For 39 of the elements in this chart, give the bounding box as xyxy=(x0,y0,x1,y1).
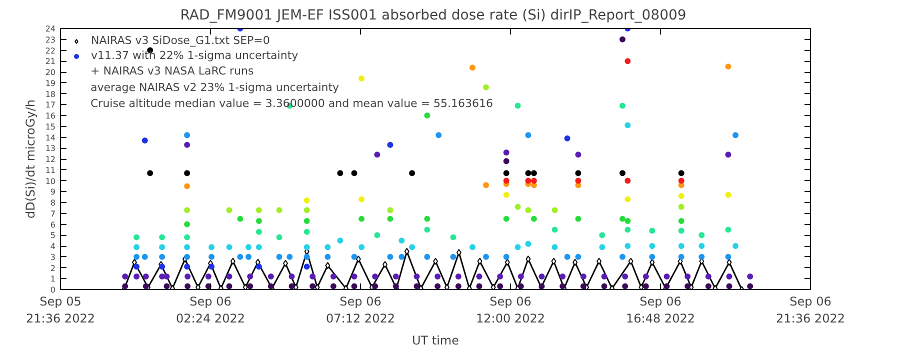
y-tick-label: 11 xyxy=(45,166,56,175)
annotation: + NAIRAS v3 NASA LaRC runs xyxy=(90,64,254,78)
legend-label: v11.37 with 22% 1-sigma uncertainty xyxy=(91,49,298,62)
x-tick-label: Sep 06 16:48 2022 xyxy=(626,294,695,326)
y-tick-label: 16 xyxy=(45,112,56,120)
y-tick-label: 18 xyxy=(45,90,56,99)
y-tick-label: 0 xyxy=(50,286,56,294)
annotation: average NAIRAS v2 23% 1-sigma uncertainty xyxy=(90,80,340,94)
chart-title: RAD_FM9001 JEM-EF ISS001 absorbed dose rate (Si) dirIP_Report_08009 xyxy=(180,8,686,24)
y-tick-label: 14 xyxy=(45,133,56,142)
y-tick-label: 6 xyxy=(50,220,56,230)
y-tick-label: 9 xyxy=(50,188,56,197)
y-tick-label: 3 xyxy=(50,252,56,262)
y-tick-label: 4 xyxy=(50,242,56,251)
y-axis-title: dD(Si)/dt microGy/h xyxy=(23,99,38,219)
y-tick-label: 21 xyxy=(45,57,56,66)
x-tick-label: Sep 06 12:00 2022 xyxy=(476,294,545,326)
x-tick-label: Sep 05 21:36 2022 xyxy=(26,294,95,326)
y-tick-label: 10 xyxy=(45,176,56,186)
y-tick-label: 17 xyxy=(45,100,56,110)
y-tick-label: 8 xyxy=(50,198,56,208)
annotation: Cruise altitude median value = 3.3600000 and mean value = 55.163616 xyxy=(90,97,494,110)
y-tick-label: 1 xyxy=(50,274,56,284)
x-axis-title: UT time xyxy=(412,333,460,348)
x-tick-label: Sep 06 21:36 2022 xyxy=(776,294,845,326)
y-tick-label: 5 xyxy=(50,231,56,240)
y-tick-label: 12 xyxy=(45,155,56,164)
y-tick-label: 24 xyxy=(45,24,56,34)
legend-label: NAIRAS v3 SiDose_G1.txt SEP=0 xyxy=(91,34,270,47)
y-tick-label: 15 xyxy=(45,122,56,132)
y-tick-label: 7 xyxy=(50,209,56,218)
y-tick-label: 20 xyxy=(45,68,56,77)
y-tick-label: 19 xyxy=(45,78,56,88)
x-tick-label: Sep 06 07:12 2022 xyxy=(326,294,395,326)
y-tick-label: 23 xyxy=(45,35,56,44)
y-tick-label: 2 xyxy=(50,264,56,273)
x-tick-label: Sep 06 02:24 2022 xyxy=(176,294,245,326)
y-tick-label: 22 xyxy=(45,46,56,56)
y-tick-label: 13 xyxy=(45,144,56,154)
